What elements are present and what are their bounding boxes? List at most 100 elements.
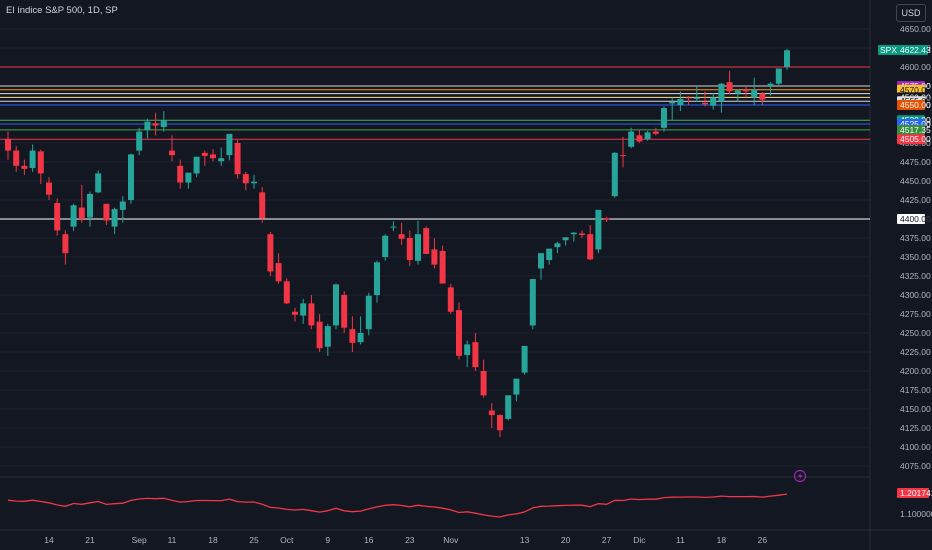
candle-body[interactable]	[333, 284, 339, 326]
candle-body[interactable]	[242, 174, 249, 184]
candle-body[interactable]	[743, 89, 749, 92]
candle-body[interactable]	[497, 415, 503, 431]
candle-body[interactable]	[570, 232, 577, 235]
candle-body[interactable]	[538, 253, 544, 269]
candle-body[interactable]	[767, 83, 774, 86]
candle-body[interactable]	[464, 344, 471, 356]
candle-body[interactable]	[587, 234, 594, 260]
candle-body[interactable]	[136, 131, 143, 151]
candle-body[interactable]	[185, 172, 192, 183]
candle-body[interactable]	[595, 209, 602, 250]
candle-body[interactable]	[349, 329, 356, 343]
candle-body[interactable]	[431, 249, 438, 265]
candle-body[interactable]	[87, 193, 93, 218]
candle-body[interactable]	[513, 378, 520, 395]
candle-body[interactable]	[119, 201, 126, 210]
candle-body[interactable]	[644, 132, 651, 140]
candle-body[interactable]	[169, 150, 175, 156]
candle-body[interactable]	[54, 203, 61, 231]
candle-body[interactable]	[620, 155, 626, 157]
candle-body[interactable]	[447, 287, 454, 312]
candle-body[interactable]	[579, 233, 585, 235]
candle-body[interactable]	[144, 121, 151, 131]
candle-body[interactable]	[128, 154, 134, 200]
candle-body[interactable]	[406, 238, 413, 261]
candle-body[interactable]	[456, 310, 462, 356]
candle-body[interactable]	[210, 154, 216, 159]
candle-body[interactable]	[784, 50, 790, 67]
candle-body[interactable]	[275, 263, 282, 282]
candle-body[interactable]	[398, 234, 405, 239]
candle-body[interactable]	[78, 207, 85, 219]
symbol-title[interactable]: El índice S&P 500, 1D, SP	[6, 5, 118, 16]
candle-body[interactable]	[603, 218, 610, 220]
candle-body[interactable]	[710, 97, 717, 106]
candle-body[interactable]	[562, 237, 569, 241]
candle-body[interactable]	[726, 82, 733, 92]
candle-body[interactable]	[693, 97, 700, 99]
candle-body[interactable]	[103, 203, 110, 221]
candle-body[interactable]	[611, 152, 618, 197]
candle-body[interactable]	[472, 342, 479, 368]
candle-body[interactable]	[382, 235, 389, 257]
candle-body[interactable]	[775, 68, 782, 84]
candle-body[interactable]	[218, 158, 225, 162]
candle-body[interactable]	[488, 410, 495, 416]
candle-body[interactable]	[267, 234, 274, 272]
candle-body[interactable]	[759, 93, 766, 100]
candle-body[interactable]	[636, 135, 643, 142]
candle-body[interactable]	[505, 395, 512, 419]
candle-body[interactable]	[734, 90, 741, 94]
candle-body[interactable]	[111, 209, 118, 227]
candle-body[interactable]	[308, 303, 315, 326]
candle-body[interactable]	[29, 150, 36, 169]
candle-body[interactable]	[480, 371, 487, 396]
candle-body[interactable]	[259, 192, 266, 219]
candle-body[interactable]	[661, 108, 667, 128]
candle-body[interactable]	[201, 152, 208, 156]
candle-body[interactable]	[702, 102, 708, 105]
candle-body[interactable]	[365, 295, 372, 330]
candle-body[interactable]	[152, 123, 159, 126]
candle-body[interactable]	[521, 345, 528, 373]
candle-body[interactable]	[251, 181, 257, 184]
candle-body[interactable]	[628, 131, 635, 147]
candle-body[interactable]	[718, 83, 725, 102]
candle-body[interactable]	[234, 143, 241, 175]
candle-body[interactable]	[374, 262, 380, 295]
candle-body[interactable]	[5, 139, 11, 151]
candle-body[interactable]	[95, 173, 102, 193]
candle-body[interactable]	[70, 205, 77, 227]
candle-body[interactable]	[390, 226, 397, 228]
candle-body[interactable]	[341, 295, 348, 328]
candle-body[interactable]	[415, 234, 421, 261]
candle-body[interactable]	[554, 243, 561, 248]
candle-body[interactable]	[46, 182, 52, 195]
candle-body[interactable]	[357, 333, 364, 343]
flash-icon[interactable]	[793, 469, 807, 483]
candle-body[interactable]	[439, 250, 446, 284]
candle-body[interactable]	[652, 131, 659, 134]
candle-body[interactable]	[160, 120, 167, 128]
candle-body[interactable]	[677, 98, 684, 105]
candle-body[interactable]	[226, 133, 233, 156]
candle-body[interactable]	[529, 279, 536, 326]
candle-body[interactable]	[292, 311, 298, 315]
candle-body[interactable]	[283, 281, 290, 304]
candle-body[interactable]	[316, 321, 323, 349]
candle-body[interactable]	[13, 150, 20, 166]
currency-button[interactable]: USD	[896, 4, 926, 22]
candle-body[interactable]	[193, 156, 200, 174]
candle-body[interactable]	[37, 151, 44, 174]
candle-body[interactable]	[21, 165, 28, 169]
candle-body[interactable]	[62, 234, 69, 254]
candle-body[interactable]	[685, 97, 692, 99]
candle-body[interactable]	[423, 228, 430, 254]
candle-body[interactable]	[669, 101, 676, 104]
candle-body[interactable]	[324, 326, 331, 347]
candle-body[interactable]	[751, 89, 758, 98]
candle-body[interactable]	[177, 165, 184, 183]
candle-body[interactable]	[300, 303, 307, 316]
candle-body[interactable]	[546, 248, 553, 261]
